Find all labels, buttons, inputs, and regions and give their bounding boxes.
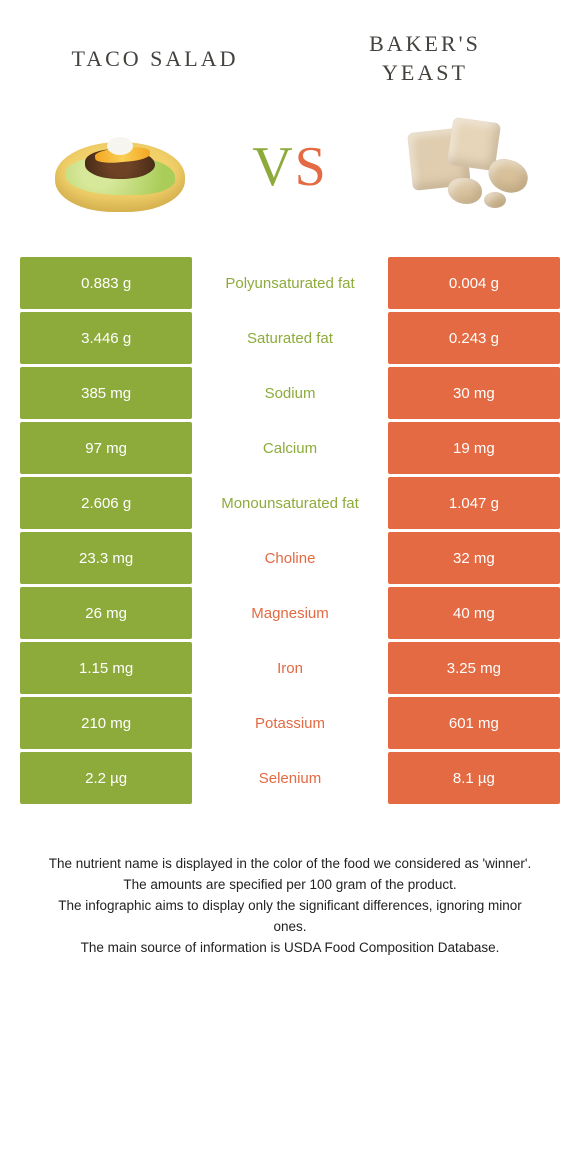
left-value-cell: 2.606 g (20, 477, 192, 529)
footer-notes: The nutrient name is displayed in the co… (20, 854, 560, 959)
footer-line-4: The main source of information is USDA F… (40, 938, 540, 959)
left-value-cell: 1.15 mg (20, 642, 192, 694)
right-value-cell: 19 mg (388, 422, 560, 474)
title-left: Taco salad (20, 46, 290, 72)
vs-s: S (295, 136, 328, 198)
nutrient-label-cell: Potassium (195, 697, 384, 749)
left-value-cell: 0.883 g (20, 257, 192, 309)
footer-line-2: The amounts are specified per 100 gram o… (40, 875, 540, 896)
nutrient-label-cell: Sodium (195, 367, 384, 419)
table-row: 23.3 mgCholine32 mg (20, 532, 560, 584)
table-row: 26 mgMagnesium40 mg (20, 587, 560, 639)
left-value-cell: 23.3 mg (20, 532, 192, 584)
table-row: 2.606 gMonounsaturated fat1.047 g (20, 477, 560, 529)
bakers-yeast-image (370, 107, 550, 227)
right-value-cell: 8.1 µg (388, 752, 560, 804)
title-right-line2: yeast (382, 60, 468, 85)
footer-line-1: The nutrient name is displayed in the co… (40, 854, 540, 875)
title-right: Baker's yeast (290, 30, 560, 87)
left-value-cell: 97 mg (20, 422, 192, 474)
right-value-cell: 32 mg (388, 532, 560, 584)
table-row: 210 mgPotassium601 mg (20, 697, 560, 749)
right-value-cell: 30 mg (388, 367, 560, 419)
hero-row: VS (20, 107, 560, 227)
right-value-cell: 1.047 g (388, 477, 560, 529)
nutrient-label-cell: Saturated fat (195, 312, 384, 364)
nutrient-table: 0.883 gPolyunsaturated fat0.004 g3.446 g… (20, 257, 560, 804)
table-row: 2.2 µgSelenium8.1 µg (20, 752, 560, 804)
right-value-cell: 601 mg (388, 697, 560, 749)
right-value-cell: 0.004 g (388, 257, 560, 309)
table-row: 0.883 gPolyunsaturated fat0.004 g (20, 257, 560, 309)
taco-salad-image (30, 107, 210, 227)
vs-label: VS (252, 135, 328, 199)
table-row: 3.446 gSaturated fat0.243 g (20, 312, 560, 364)
left-value-cell: 385 mg (20, 367, 192, 419)
table-row: 385 mgSodium30 mg (20, 367, 560, 419)
table-row: 1.15 mgIron3.25 mg (20, 642, 560, 694)
vs-v: V (252, 136, 294, 198)
left-value-cell: 2.2 µg (20, 752, 192, 804)
titles-row: Taco salad Baker's yeast (20, 30, 560, 87)
right-value-cell: 0.243 g (388, 312, 560, 364)
nutrient-label-cell: Magnesium (195, 587, 384, 639)
nutrient-label-cell: Calcium (195, 422, 384, 474)
infographic-container: Taco salad Baker's yeast VS (0, 0, 580, 1174)
nutrient-label-cell: Selenium (195, 752, 384, 804)
left-value-cell: 3.446 g (20, 312, 192, 364)
right-value-cell: 40 mg (388, 587, 560, 639)
title-right-line1: Baker's (369, 31, 481, 56)
nutrient-label-cell: Polyunsaturated fat (195, 257, 384, 309)
footer-line-3: The infographic aims to display only the… (40, 896, 540, 938)
table-row: 97 mgCalcium19 mg (20, 422, 560, 474)
nutrient-label-cell: Choline (195, 532, 384, 584)
left-value-cell: 210 mg (20, 697, 192, 749)
nutrient-label-cell: Iron (195, 642, 384, 694)
right-value-cell: 3.25 mg (388, 642, 560, 694)
nutrient-label-cell: Monounsaturated fat (195, 477, 384, 529)
left-value-cell: 26 mg (20, 587, 192, 639)
